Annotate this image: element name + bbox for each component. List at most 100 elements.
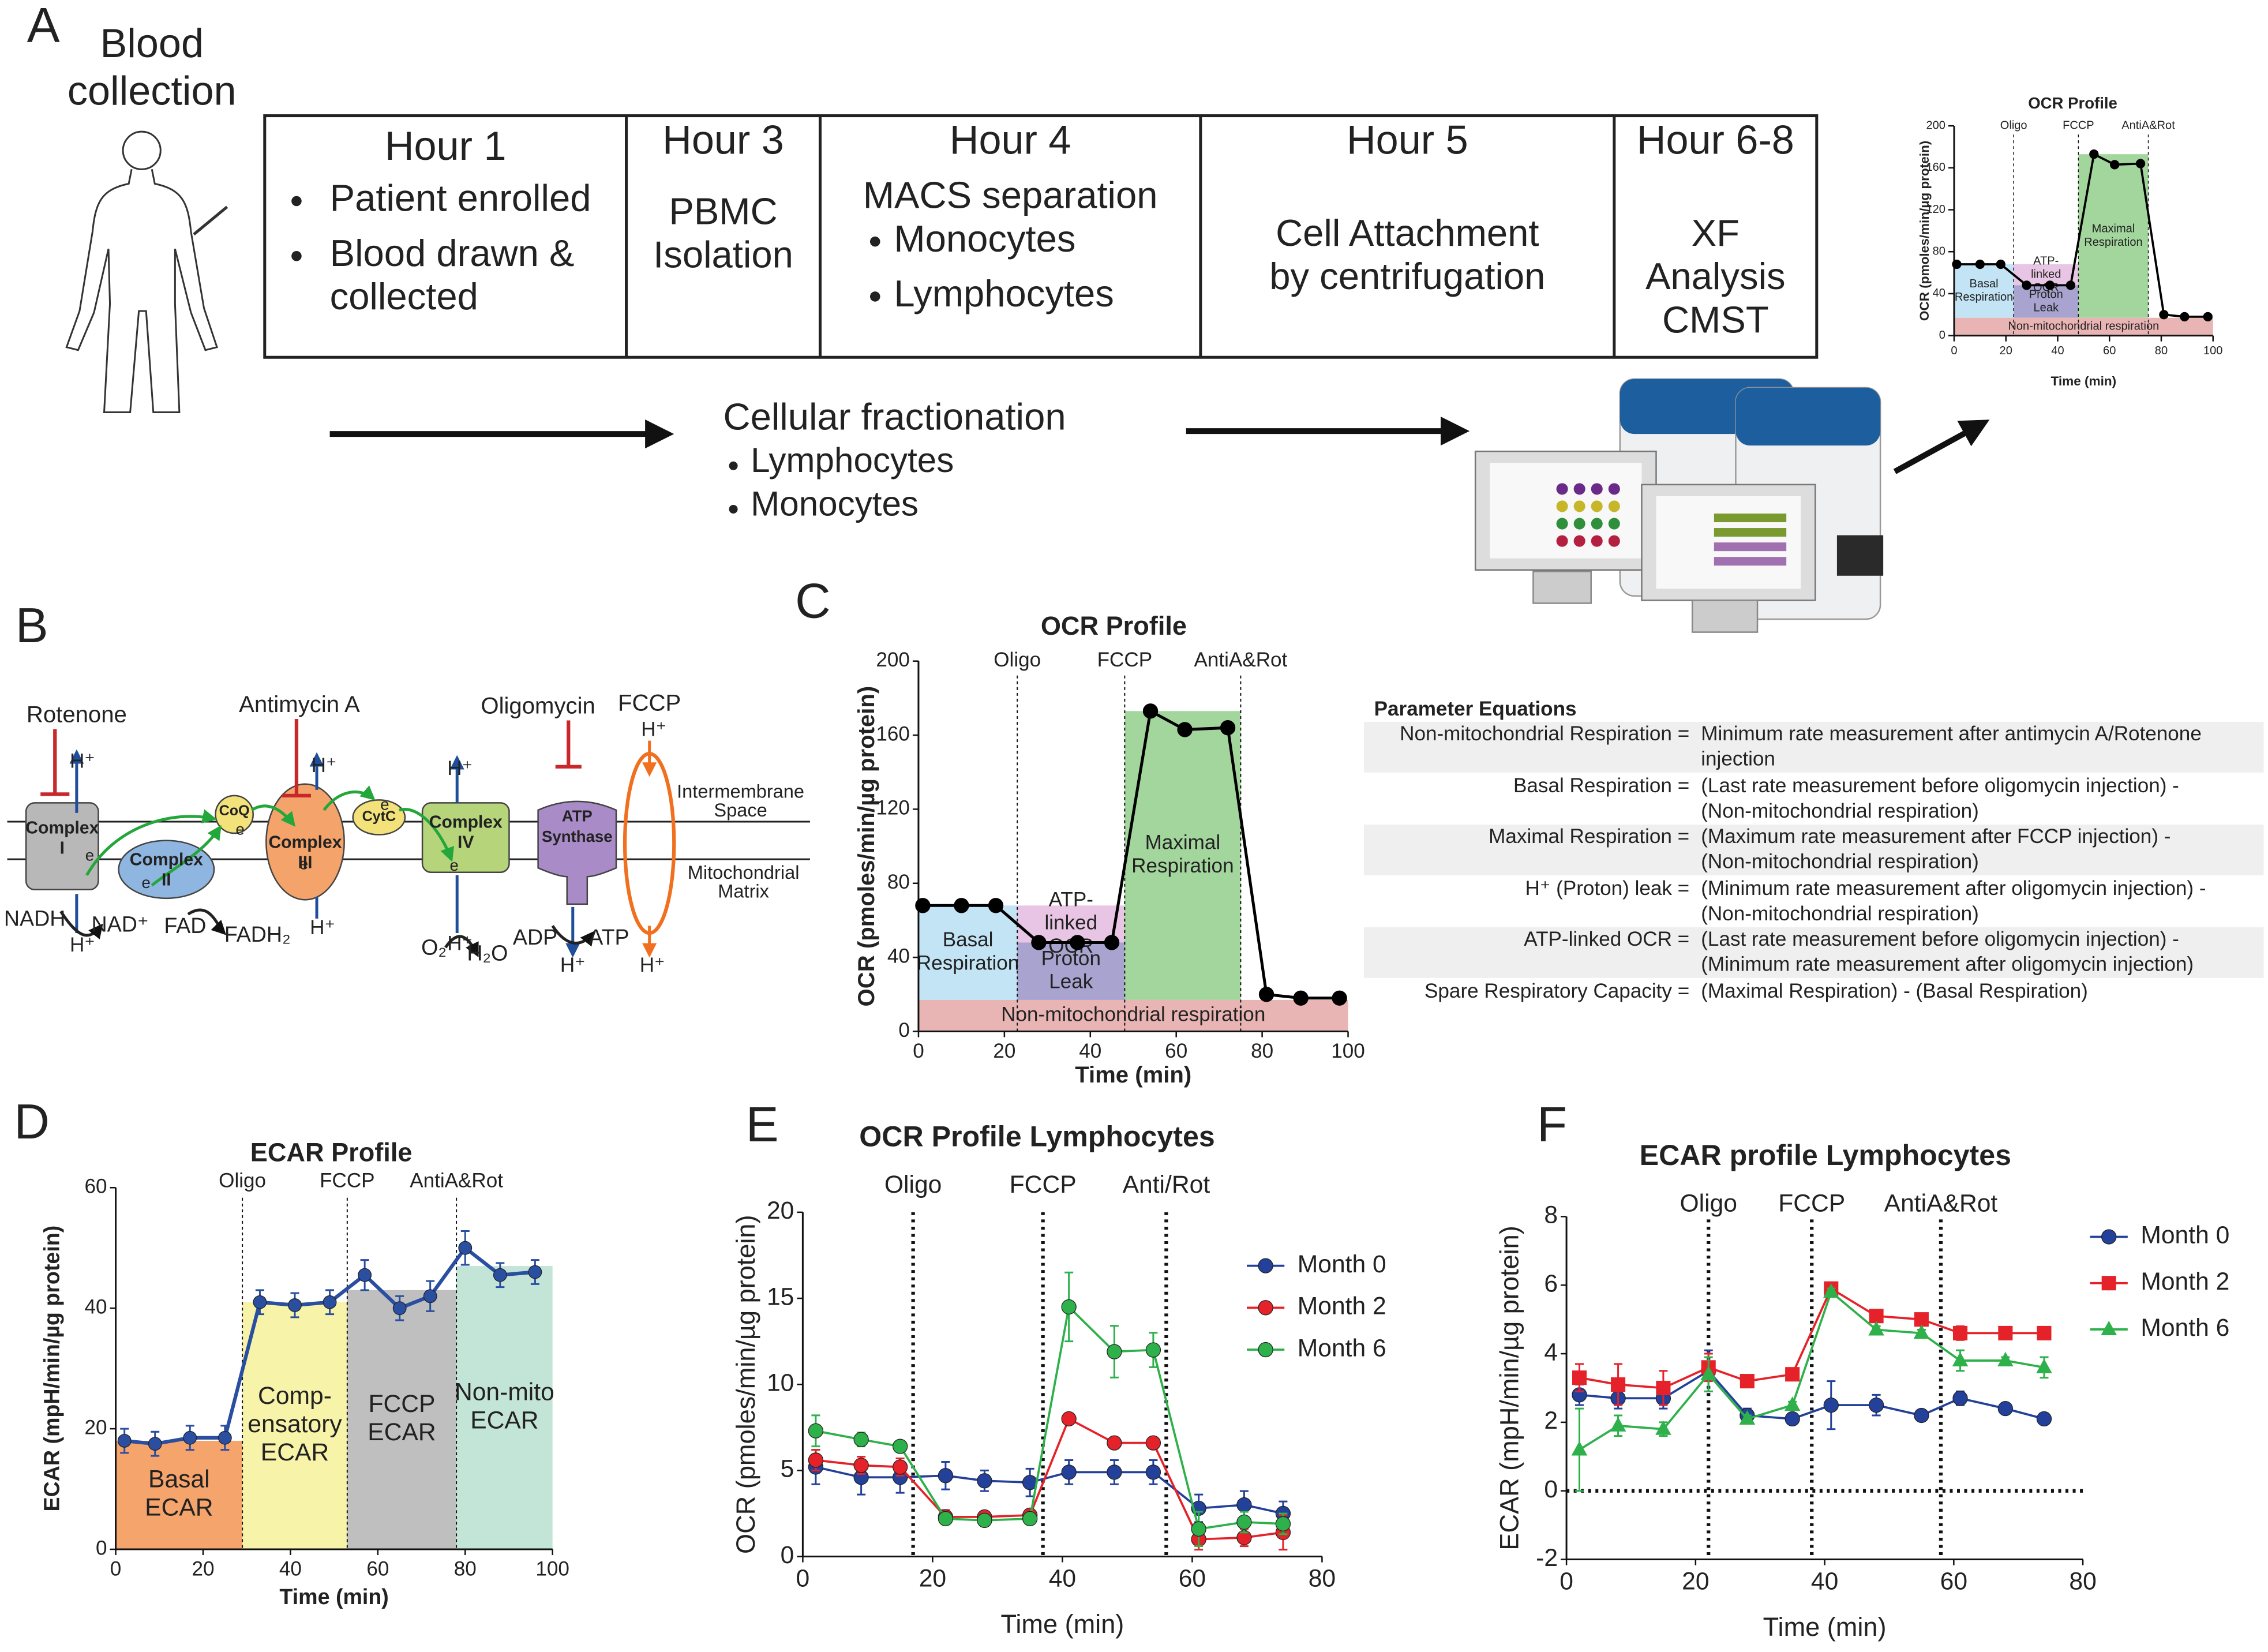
electron-label: e (450, 856, 459, 874)
data-point (1952, 1351, 1969, 1366)
data-point (218, 1430, 232, 1445)
region (1017, 942, 1125, 1000)
x-tick-label: 100 (535, 1557, 569, 1580)
region-label: ECAR (368, 1418, 436, 1446)
region-label: ECAR (261, 1439, 329, 1466)
proton-label: H⁺ (641, 718, 666, 740)
blood-collection-label: Blood (100, 20, 204, 66)
data-point (1236, 1497, 1252, 1513)
region (918, 905, 1018, 1000)
region-label: Non-mitochondrial respiration (1001, 1003, 1265, 1025)
data-point (183, 1430, 197, 1445)
legend-label: Month 2 (1298, 1293, 1386, 1320)
data-point (1107, 1464, 1122, 1480)
x-tick-label: 20 (192, 1557, 214, 1580)
equation-stripe (1364, 721, 2264, 773)
event-label: Oligo (1680, 1190, 1737, 1218)
region (1124, 711, 1241, 1000)
data-point (117, 1434, 132, 1448)
x-tick-label: 0 (796, 1564, 810, 1592)
x-tick-label: 80 (454, 1557, 477, 1580)
y-tick-label: 0 (781, 1541, 794, 1569)
bullet (869, 291, 880, 302)
timeline-hour: Hour 3 (662, 117, 784, 163)
event-label: AntiA&Rot (2121, 119, 2175, 132)
equation-name: Spare Respiratory Capacity = (1424, 980, 1689, 1002)
proton-label: H⁺ (560, 954, 586, 976)
x-tick-label: 0 (913, 1040, 924, 1062)
data-point (808, 1423, 824, 1439)
region-label: ATP- (1049, 888, 1093, 911)
timeline-text: MACS separation (863, 174, 1158, 216)
data-point (323, 1295, 337, 1309)
legend-label: Month 0 (1298, 1250, 1386, 1278)
data-point (2159, 310, 2169, 320)
region-label: FCCP (368, 1390, 435, 1418)
region-label: Respiration (917, 952, 1019, 975)
timeline-text: XF (1692, 212, 1740, 254)
data-point (1913, 1324, 1930, 1339)
region (456, 1266, 553, 1550)
proton-label: H⁺ (312, 754, 337, 777)
data-point (1191, 1521, 1206, 1537)
data-point (1107, 1435, 1122, 1451)
region (2014, 285, 2079, 318)
data-point (1145, 1342, 1161, 1358)
data-point (2135, 159, 2146, 168)
data-point (1145, 1435, 1161, 1451)
proton-label: H⁺ (640, 954, 665, 976)
data-point (2036, 1358, 2052, 1373)
data-point (1739, 1410, 1756, 1425)
y-tick-label: 2 (1544, 1407, 1558, 1434)
data-point (1571, 1441, 1588, 1456)
complex-label: Complex (130, 851, 203, 870)
region (347, 1290, 457, 1550)
data-point (1061, 1411, 1077, 1427)
timeline-item: Patient enrolled (330, 177, 591, 219)
y-tick-label: 8 (1544, 1201, 1558, 1229)
equation-name: Basal Respiration = (1513, 774, 1689, 797)
data-point (1823, 1398, 1839, 1413)
equation-formula: (Non-mitochondrial respiration) (1701, 851, 1979, 873)
x-tick-label: 60 (1940, 1567, 1967, 1595)
complex-label: IV (458, 833, 474, 852)
y-tick-label: 0 (1939, 329, 1945, 342)
equation-formula: (Maximum rate measurement after FCCP inj… (1701, 825, 2170, 848)
metabolite-arrows (59, 908, 595, 958)
data-point (1293, 990, 1309, 1006)
equation-formula: (Last rate measurement before oligomycin… (1701, 928, 2179, 950)
y-tick-label: 20 (84, 1416, 107, 1439)
event-label: Oligo (994, 649, 1041, 671)
x-tick-label: 100 (1331, 1040, 1365, 1062)
y-tick-label: 80 (887, 871, 910, 893)
space-label: Intermembrane (677, 780, 804, 801)
y-tick-label: 160 (1926, 161, 1945, 174)
equation-formula: (Minimum rate measurement after oligomyc… (1701, 877, 2206, 900)
series-line (815, 1305, 1283, 1530)
x-tick-label: 40 (1811, 1567, 1838, 1595)
data-point (1740, 1374, 1755, 1389)
x-tick-label: 0 (110, 1557, 122, 1580)
y-tick-label: 80 (1933, 245, 1945, 258)
region-label: Respiration (1955, 291, 2013, 304)
timeline-hour: Hour 4 (950, 117, 1071, 163)
data-point (938, 1511, 954, 1527)
data-point (358, 1268, 372, 1282)
region-label: linked (1044, 912, 1097, 934)
data-point (1275, 1516, 1291, 1532)
metabolite-label: NADH (4, 906, 66, 930)
region-label: ATP- (2033, 254, 2059, 267)
equation-formula: (Non-mitochondrial respiration) (1701, 800, 1979, 822)
data-point (1785, 1411, 1800, 1427)
timeline-text: Cell Attachment (1276, 212, 1539, 254)
data-point (1952, 259, 1962, 269)
timeline-text: by centrifugation (1269, 255, 1545, 297)
chart-title: OCR Profile (1041, 611, 1187, 640)
data-point (2089, 149, 2099, 159)
region-label: Proton (1041, 947, 1101, 969)
proton-arrows (69, 749, 580, 958)
chart-title: OCR Profile (2028, 94, 2117, 112)
timeline-text: Analysis (1645, 255, 1786, 297)
y-tick-label: 40 (84, 1295, 107, 1318)
region-label: Respiration (1131, 855, 1234, 877)
